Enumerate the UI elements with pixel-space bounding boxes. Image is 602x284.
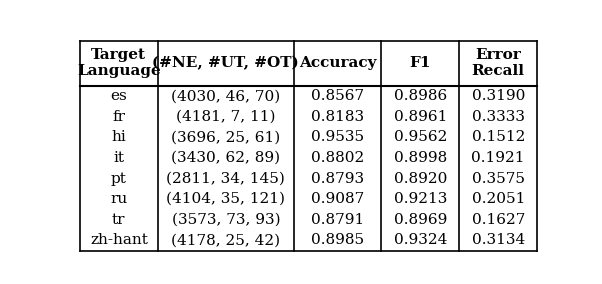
Text: fr: fr (113, 110, 125, 124)
Text: tr: tr (112, 213, 126, 227)
Text: 0.8567: 0.8567 (311, 89, 364, 103)
Text: (4104, 35, 121): (4104, 35, 121) (166, 192, 285, 206)
Text: (2811, 34, 145): (2811, 34, 145) (166, 172, 285, 185)
Text: 0.3134: 0.3134 (471, 233, 525, 247)
Text: Error
Recall: Error Recall (472, 48, 525, 78)
Text: 0.1512: 0.1512 (471, 130, 525, 144)
Text: (3573, 73, 93): (3573, 73, 93) (172, 213, 280, 227)
Text: es: es (110, 89, 127, 103)
Text: 0.1627: 0.1627 (471, 213, 525, 227)
Text: (3430, 62, 89): (3430, 62, 89) (172, 151, 281, 165)
Text: Target
Language: Target Language (77, 48, 161, 78)
Text: (3696, 25, 61): (3696, 25, 61) (171, 130, 281, 144)
Text: 0.9535: 0.9535 (311, 130, 364, 144)
Text: F1: F1 (409, 56, 431, 70)
Text: ru: ru (110, 192, 128, 206)
Text: 0.3333: 0.3333 (472, 110, 525, 124)
Text: 0.8791: 0.8791 (311, 213, 364, 227)
Text: 0.3190: 0.3190 (471, 89, 525, 103)
Text: 0.9213: 0.9213 (394, 192, 447, 206)
Text: 0.2051: 0.2051 (471, 192, 525, 206)
Text: pt: pt (111, 172, 127, 185)
Text: 0.8998: 0.8998 (394, 151, 447, 165)
Text: Accuracy: Accuracy (299, 56, 376, 70)
Text: zh-hant: zh-hant (90, 233, 147, 247)
Text: 0.8793: 0.8793 (311, 172, 364, 185)
Text: (#NE, #UT, #OT): (#NE, #UT, #OT) (152, 56, 299, 70)
Text: 0.8920: 0.8920 (394, 172, 447, 185)
Text: (4030, 46, 70): (4030, 46, 70) (171, 89, 281, 103)
Text: 0.9562: 0.9562 (394, 130, 447, 144)
Text: it: it (113, 151, 125, 165)
Text: hi: hi (111, 130, 126, 144)
Text: 0.9324: 0.9324 (394, 233, 447, 247)
Text: 0.8961: 0.8961 (394, 110, 447, 124)
Text: 0.8802: 0.8802 (311, 151, 364, 165)
Text: 0.8969: 0.8969 (394, 213, 447, 227)
Text: 0.3575: 0.3575 (472, 172, 525, 185)
Text: 0.8183: 0.8183 (311, 110, 364, 124)
Text: 0.8986: 0.8986 (394, 89, 447, 103)
Text: 0.1921: 0.1921 (471, 151, 525, 165)
Text: 0.9087: 0.9087 (311, 192, 364, 206)
Text: 0.8985: 0.8985 (311, 233, 364, 247)
Text: (4178, 25, 42): (4178, 25, 42) (172, 233, 281, 247)
Text: (4181, 7, 11): (4181, 7, 11) (176, 110, 276, 124)
